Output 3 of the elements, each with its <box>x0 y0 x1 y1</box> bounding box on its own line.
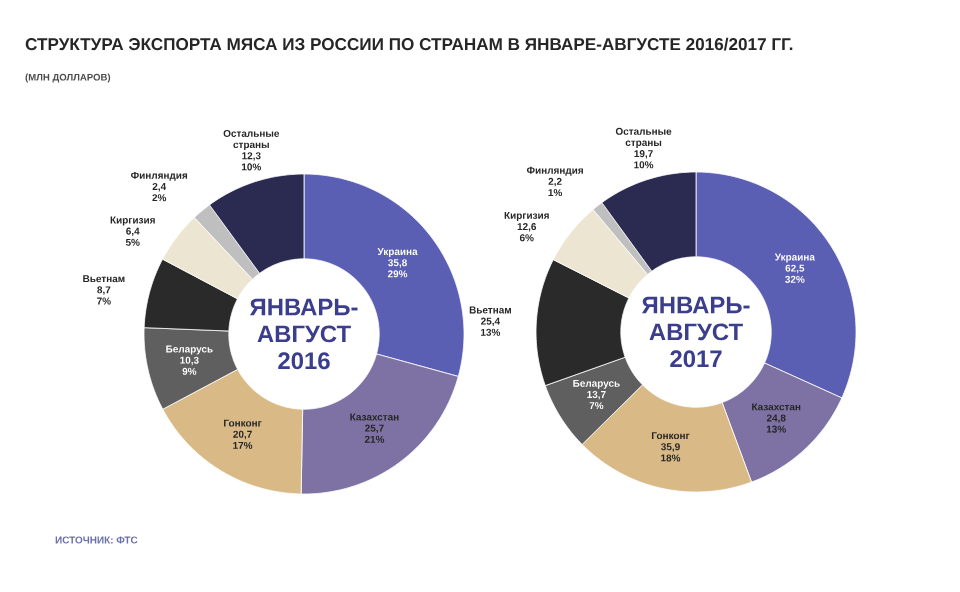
text: ЯНВАРЬ-АВГУСТ 2017 <box>641 296 750 368</box>
chart-title: СТРУКТУРА ЭКСПОРТА МЯСА ИЗ РОССИИ ПО СТРАНАМ В ЯНВАРЕ-АВГУСТЕ 2016/2017 ГГ. <box>25 37 793 51</box>
text: ЯНВАРЬ-АВГУСТ 2016 <box>249 298 358 370</box>
